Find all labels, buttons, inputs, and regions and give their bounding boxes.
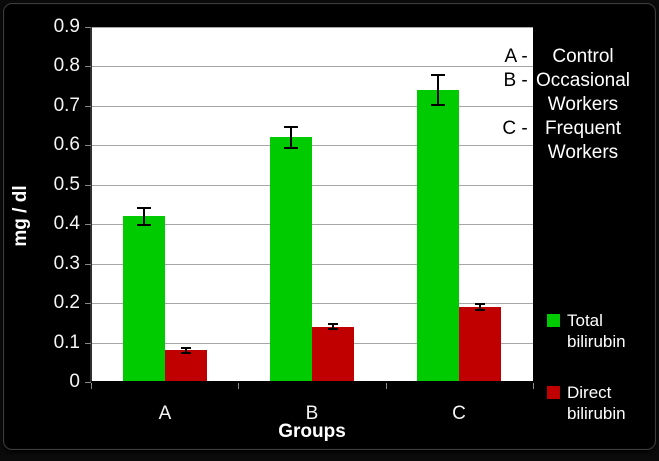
- x-category-label: A: [158, 403, 172, 424]
- gridline: [91, 185, 533, 186]
- bar-b-total: [270, 137, 312, 382]
- annotation-label: Workers: [547, 94, 619, 115]
- y-tick-label: 0: [69, 371, 80, 392]
- annotation-row: Workers: [395, 141, 651, 165]
- gridline: [91, 66, 533, 67]
- annotation-label: Frequent: [544, 118, 622, 139]
- gridline: [91, 145, 533, 146]
- error-bar: [431, 74, 446, 106]
- x-tick-mark: [91, 383, 92, 389]
- x-tick-mark: [533, 383, 534, 389]
- error-bar: [475, 303, 486, 311]
- y-tick-mark: [85, 224, 91, 225]
- bar-a-total: [122, 216, 165, 382]
- error-bar: [328, 323, 338, 331]
- y-tick-label: 0.5: [53, 174, 80, 195]
- annotation-row: B - Occasional: [395, 69, 651, 93]
- gridline: [91, 303, 533, 304]
- group-annotations: A - Control B - Occasional Workers C - Freq…: [395, 45, 651, 165]
- annotation-prefix: A -: [504, 46, 533, 67]
- annotation-row: Workers: [395, 93, 651, 117]
- annotation-label: Workers: [547, 142, 619, 163]
- y-axis-title: mg / dl: [10, 185, 31, 247]
- error-bar-stem: [184, 346, 187, 355]
- error-bar-stem: [142, 206, 145, 227]
- y-tick-label: 0.3: [53, 253, 80, 274]
- error-bar: [180, 346, 191, 355]
- gridline: [91, 27, 533, 28]
- legend-swatch: [547, 314, 560, 327]
- gridline: [91, 106, 533, 107]
- annotation-label: Control: [552, 46, 614, 67]
- y-tick-mark: [85, 106, 91, 107]
- y-tick-label: 0.9: [53, 16, 80, 37]
- chart-legend: Total bilirubin Direct bilirubin: [547, 310, 652, 432]
- y-tick-label: 0.2: [53, 292, 80, 313]
- error-bar-cap: [431, 103, 446, 106]
- y-tick-mark: [85, 66, 91, 67]
- bar-a-direct: [164, 350, 207, 382]
- legend-entry: Total bilirubin: [547, 310, 645, 352]
- x-tick-mark: [386, 383, 387, 389]
- bar-b-direct: [312, 326, 354, 382]
- y-tick-mark: [85, 145, 91, 146]
- y-tick-label: 0.1: [53, 332, 80, 353]
- error-bar-cap: [475, 308, 486, 311]
- legend-label: Total bilirubin: [567, 311, 626, 351]
- bar-c-total: [417, 90, 460, 382]
- y-axis-line: [90, 27, 92, 383]
- annotation-row: C - Frequent: [395, 117, 651, 141]
- x-tick-mark: [238, 383, 239, 389]
- annotation-row: A - Control: [395, 45, 651, 69]
- error-bar-stem: [332, 323, 334, 331]
- y-tick-label: 0.4: [53, 213, 80, 234]
- error-bar-stem: [437, 74, 440, 106]
- plot-area: [91, 27, 533, 382]
- error-bar-stem: [479, 303, 482, 311]
- y-tick-mark: [85, 264, 91, 265]
- annotation-label: Occasional: [536, 70, 630, 91]
- error-bar-cap: [136, 224, 151, 227]
- gridline: [91, 264, 533, 265]
- legend-label: Direct bilirubin: [567, 383, 626, 423]
- y-tick-label: 0.7: [53, 95, 80, 116]
- error-bar-stem: [290, 125, 292, 150]
- y-tick-mark: [85, 382, 91, 383]
- y-tick-mark: [85, 303, 91, 304]
- y-tick-label: 0.6: [53, 134, 80, 155]
- x-category-label: B: [305, 403, 319, 424]
- error-bar: [284, 125, 298, 150]
- x-category-label: C: [452, 403, 466, 424]
- error-bar-cap: [328, 328, 338, 331]
- legend-swatch: [547, 386, 560, 399]
- error-bar: [136, 206, 151, 227]
- legend-entry: Direct bilirubin: [547, 382, 645, 424]
- bar-c-direct: [459, 307, 502, 382]
- error-bar-cap: [180, 352, 191, 355]
- y-tick-mark: [85, 185, 91, 186]
- y-tick-mark: [85, 27, 91, 28]
- error-bar-cap: [284, 147, 298, 150]
- x-axis-line: [91, 381, 533, 383]
- annotation-prefix: B -: [503, 70, 533, 91]
- x-axis-title: Groups: [278, 421, 346, 442]
- gridline: [91, 224, 533, 225]
- annotation-prefix: C -: [502, 118, 533, 139]
- y-tick-mark: [85, 343, 91, 344]
- y-tick-label: 0.8: [53, 55, 80, 76]
